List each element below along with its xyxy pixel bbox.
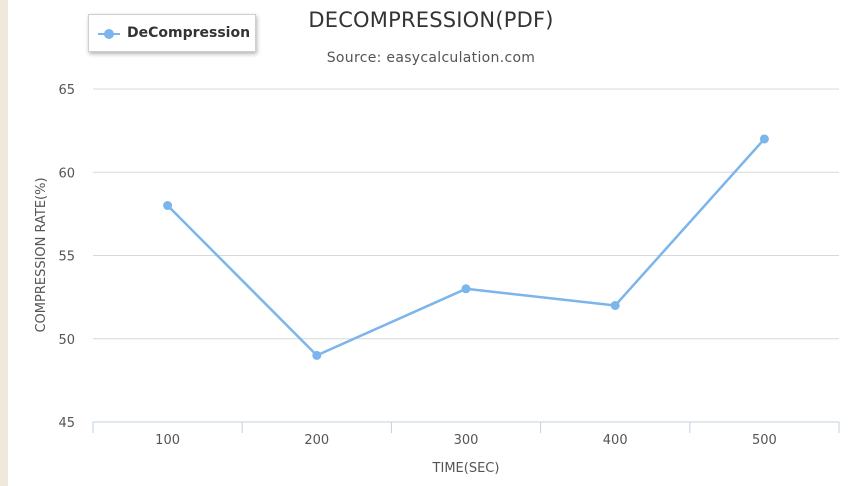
y-tick-label: 55 — [58, 250, 75, 265]
data-point[interactable] — [312, 350, 322, 360]
series-line — [166, 138, 766, 357]
data-point[interactable] — [610, 300, 620, 310]
gridlines — [93, 88, 839, 340]
y-tick-label: 65 — [58, 83, 75, 98]
x-axis-title: TIME(SEC) — [432, 461, 500, 476]
legend-marker-icon — [104, 29, 114, 39]
x-tick-label: 300 — [454, 433, 479, 448]
chart-title: DECOMPRESSION(PDF) — [308, 8, 554, 32]
x-tick-label: 200 — [304, 433, 329, 448]
data-point[interactable] — [759, 134, 769, 144]
data-point[interactable] — [461, 284, 471, 294]
y-tick-label: 60 — [58, 166, 75, 181]
x-axis: 100 200 300 400 500 — [92, 421, 840, 448]
x-tick-label: 500 — [752, 433, 777, 448]
y-axis-title: COMPRESSION RATE(%) — [34, 177, 49, 332]
page-edge-strip — [0, 0, 8, 486]
y-axis-ticks: 45 50 55 60 65 — [58, 83, 75, 431]
legend[interactable]: DeCompression — [88, 14, 256, 52]
series-layer — [163, 134, 769, 360]
data-point[interactable] — [163, 201, 173, 211]
y-tick-label: 45 — [58, 416, 75, 431]
x-tick-label: 100 — [155, 433, 180, 448]
legend-item-label[interactable]: DeCompression — [127, 25, 251, 41]
y-tick-label: 50 — [58, 333, 75, 348]
x-tick-label: 400 — [603, 433, 628, 448]
chart-subtitle: Source: easycalculation.com — [326, 50, 536, 66]
